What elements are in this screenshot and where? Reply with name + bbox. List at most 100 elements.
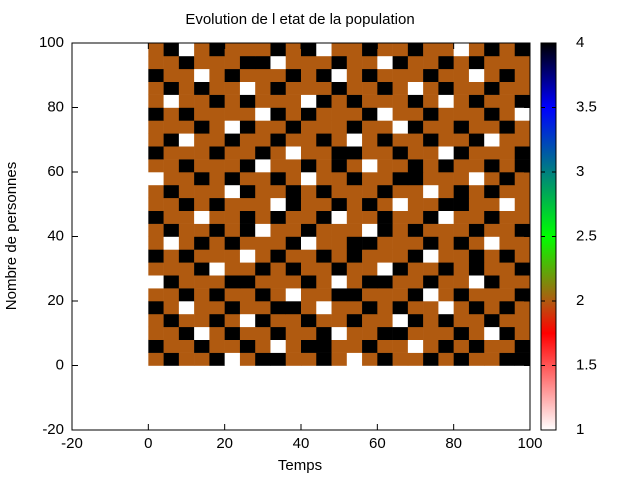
heatmap-cell (484, 107, 500, 121)
heatmap-cell (514, 43, 531, 57)
heatmap-cell (178, 223, 195, 237)
heatmap-cell (468, 301, 485, 315)
heatmap-cell (468, 43, 485, 57)
colorbar-tick-label: 1 (576, 421, 584, 438)
heatmap-cell (270, 120, 287, 134)
heatmap-cell (423, 326, 439, 340)
heatmap-cell (499, 68, 516, 82)
heatmap-cell (377, 159, 393, 173)
heatmap-cell (239, 133, 256, 147)
heatmap-cell (285, 133, 302, 147)
heatmap-cell (239, 275, 256, 289)
heatmap-cell (392, 197, 409, 211)
heatmap-cell (331, 159, 348, 173)
heatmap-cell (346, 210, 363, 224)
heatmap-cell (301, 301, 317, 315)
heatmap-cell (499, 146, 516, 160)
heatmap-cell (392, 120, 409, 134)
heatmap-cell (163, 301, 180, 315)
heatmap-cell (514, 262, 531, 276)
heatmap-cell (499, 326, 516, 340)
heatmap-cell (468, 107, 485, 121)
heatmap-cell (346, 120, 363, 134)
heatmap-cell (362, 288, 378, 302)
heatmap-cell (438, 249, 454, 263)
heatmap-cell (301, 313, 317, 328)
heatmap-cell (407, 352, 424, 366)
heatmap-cell (468, 68, 485, 82)
heatmap-cell (499, 184, 516, 199)
heatmap-cell (453, 223, 470, 237)
heatmap-cell (148, 120, 164, 134)
heatmap-cell (239, 107, 256, 121)
heatmap-cell (392, 249, 409, 263)
heatmap-cell (407, 184, 424, 199)
heatmap-cell (392, 352, 409, 366)
heatmap-cell (255, 301, 271, 315)
x-tick-label: -20 (61, 435, 83, 452)
heatmap-cell (178, 339, 195, 353)
heatmap-cell (239, 301, 256, 315)
heatmap-cell (499, 172, 516, 186)
heatmap-cell (301, 159, 317, 173)
heatmap-cell (285, 68, 302, 82)
heatmap-cell (331, 197, 348, 211)
heatmap-cell (194, 352, 210, 366)
heatmap-cell (377, 68, 393, 82)
heatmap-cell (362, 236, 378, 250)
heatmap-cell (301, 81, 317, 95)
heatmap-cell (331, 120, 348, 134)
heatmap-cell (255, 120, 271, 134)
heatmap-cell (270, 326, 287, 340)
heatmap-cell (499, 94, 516, 108)
heatmap-cell (484, 326, 500, 340)
heatmap-cell (194, 339, 210, 353)
heatmap-cell (178, 352, 195, 366)
heatmap-cell (255, 55, 271, 70)
heatmap-cell (438, 172, 454, 186)
heatmap-cell (331, 236, 348, 250)
heatmap-cell (148, 172, 164, 186)
heatmap-cell (163, 275, 180, 289)
heatmap-cell (270, 197, 287, 211)
heatmap-cell (438, 288, 454, 302)
heatmap-cell (453, 339, 470, 353)
heatmap-cell (194, 223, 210, 237)
heatmap-cell (239, 352, 256, 366)
heatmap-cell (316, 107, 332, 121)
heatmap-cell (423, 288, 439, 302)
y-axis-label: Nombre de personnes (3, 162, 20, 310)
heatmap-cell (331, 184, 348, 199)
heatmap-cell (178, 107, 195, 121)
heatmap-cell (484, 94, 500, 108)
heatmap-cell (453, 81, 470, 95)
heatmap-cell (331, 133, 348, 147)
heatmap-cell (377, 184, 393, 199)
heatmap-cell (194, 236, 210, 250)
heatmap-cell (499, 339, 516, 353)
heatmap-cell (514, 68, 531, 82)
heatmap-cell (331, 352, 348, 366)
heatmap-cell (239, 236, 256, 250)
heatmap-cell (499, 223, 516, 237)
heatmap-cell (148, 55, 164, 70)
heatmap-cell (514, 107, 531, 121)
heatmap-cell (239, 68, 256, 82)
y-tick-label: 80 (47, 98, 64, 115)
heatmap-cell (285, 94, 302, 108)
heatmap-cell (285, 172, 302, 186)
heatmap-cell (194, 275, 210, 289)
heatmap-cell (331, 146, 348, 160)
heatmap-cell (453, 43, 470, 57)
heatmap-cell (255, 81, 271, 95)
heatmap-cell (514, 133, 531, 147)
heatmap-cell (255, 288, 271, 302)
heatmap-cell (301, 197, 317, 211)
heatmap-cell (163, 43, 180, 57)
heatmap-cell (270, 68, 287, 82)
heatmap-cell (468, 133, 485, 147)
heatmap-cell (239, 326, 256, 340)
heatmap-cell (255, 146, 271, 160)
heatmap-cell (209, 352, 225, 366)
heatmap-cell (331, 249, 348, 263)
